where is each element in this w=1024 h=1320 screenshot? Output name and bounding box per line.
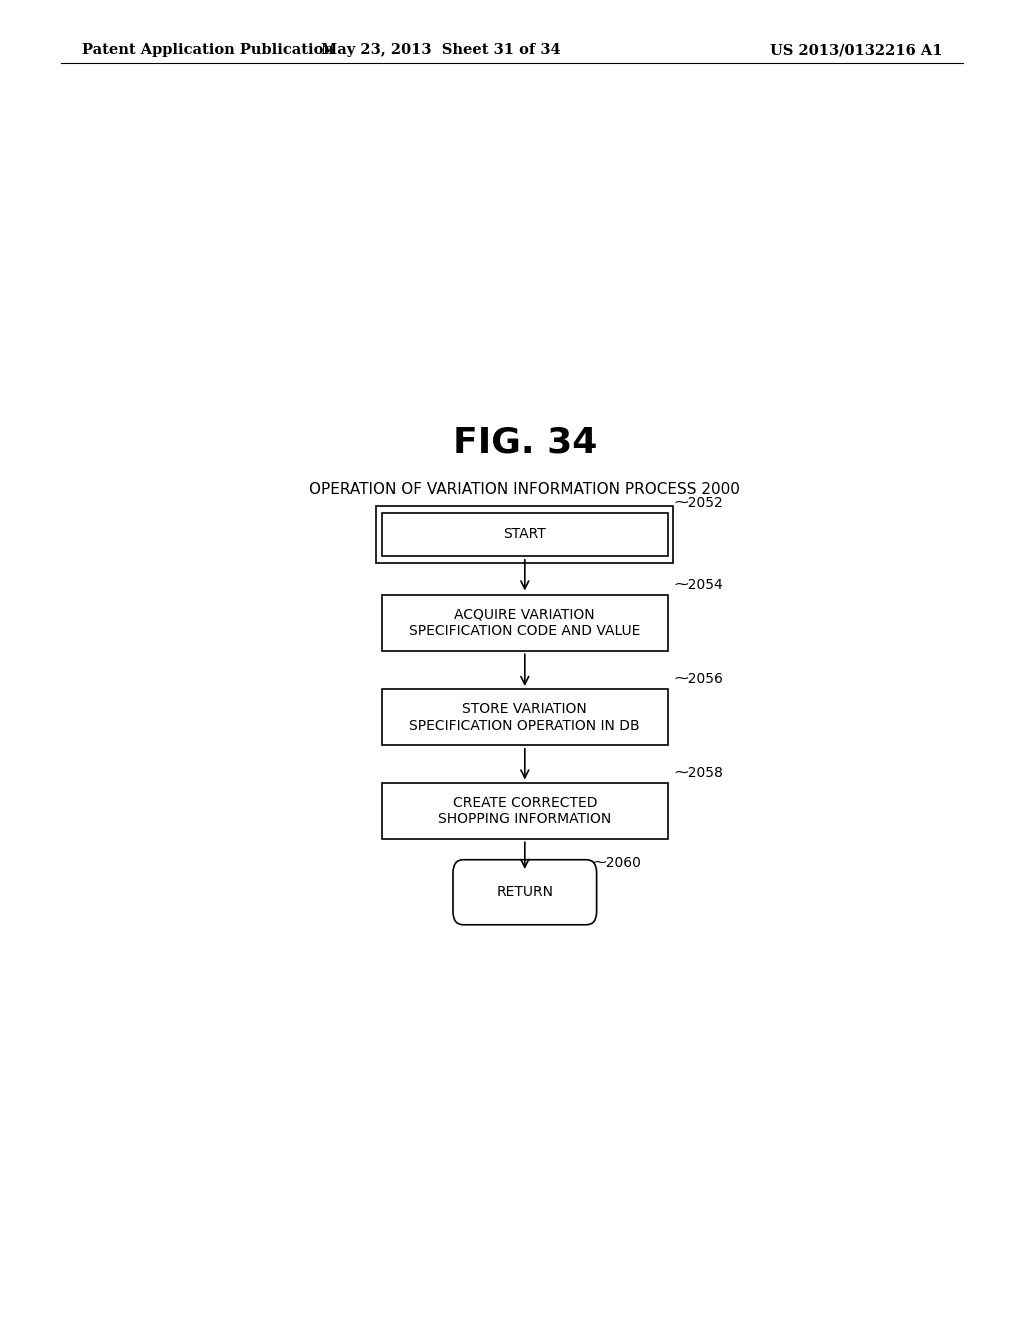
Text: US 2013/0132216 A1: US 2013/0132216 A1 [770,44,942,57]
Text: START: START [504,528,546,541]
Text: RETURN: RETURN [497,886,553,899]
Text: ⁓2054: ⁓2054 [674,578,723,591]
FancyBboxPatch shape [382,689,668,746]
Text: STORE VARIATION
SPECIFICATION OPERATION IN DB: STORE VARIATION SPECIFICATION OPERATION … [410,702,640,733]
FancyBboxPatch shape [382,595,668,651]
FancyBboxPatch shape [453,859,597,925]
Text: FIG. 34: FIG. 34 [453,426,597,459]
Text: ACQUIRE VARIATION
SPECIFICATION CODE AND VALUE: ACQUIRE VARIATION SPECIFICATION CODE AND… [410,607,640,638]
Text: OPERATION OF VARIATION INFORMATION PROCESS 2000: OPERATION OF VARIATION INFORMATION PROCE… [309,482,740,498]
FancyBboxPatch shape [377,506,673,564]
FancyBboxPatch shape [382,783,668,840]
Text: ⁓2058: ⁓2058 [674,766,723,780]
FancyBboxPatch shape [382,512,668,556]
Text: ⁓2052: ⁓2052 [674,495,723,510]
Text: Patent Application Publication: Patent Application Publication [82,44,334,57]
Text: ⁓2056: ⁓2056 [674,672,723,686]
Text: CREATE CORRECTED
SHOPPING INFORMATION: CREATE CORRECTED SHOPPING INFORMATION [438,796,611,826]
Text: ⁓2060: ⁓2060 [593,855,641,870]
Text: May 23, 2013  Sheet 31 of 34: May 23, 2013 Sheet 31 of 34 [321,44,560,57]
